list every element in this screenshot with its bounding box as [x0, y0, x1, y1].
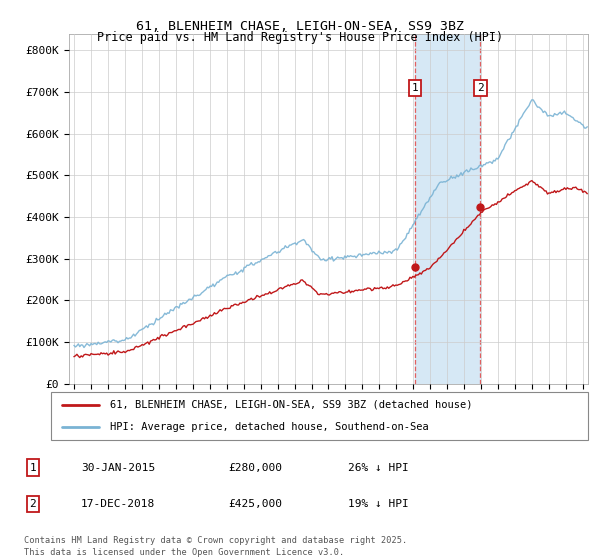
- Text: 2: 2: [29, 499, 37, 509]
- Text: Price paid vs. HM Land Registry's House Price Index (HPI): Price paid vs. HM Land Registry's House …: [97, 31, 503, 44]
- Text: 1: 1: [411, 83, 418, 93]
- Text: HPI: Average price, detached house, Southend-on-Sea: HPI: Average price, detached house, Sout…: [110, 422, 429, 432]
- Text: 17-DEC-2018: 17-DEC-2018: [81, 499, 155, 509]
- Text: 26% ↓ HPI: 26% ↓ HPI: [348, 463, 409, 473]
- Text: £280,000: £280,000: [228, 463, 282, 473]
- Text: 2: 2: [477, 83, 484, 93]
- Bar: [415, 34, 481, 384]
- Text: 61, BLENHEIM CHASE, LEIGH-ON-SEA, SS9 3BZ: 61, BLENHEIM CHASE, LEIGH-ON-SEA, SS9 3B…: [136, 20, 464, 32]
- Text: 30-JAN-2015: 30-JAN-2015: [81, 463, 155, 473]
- Text: Contains HM Land Registry data © Crown copyright and database right 2025.
This d: Contains HM Land Registry data © Crown c…: [24, 536, 407, 557]
- Text: 61, BLENHEIM CHASE, LEIGH-ON-SEA, SS9 3BZ (detached house): 61, BLENHEIM CHASE, LEIGH-ON-SEA, SS9 3B…: [110, 400, 473, 410]
- Text: 19% ↓ HPI: 19% ↓ HPI: [348, 499, 409, 509]
- Text: £425,000: £425,000: [228, 499, 282, 509]
- FancyBboxPatch shape: [51, 392, 588, 440]
- Text: 1: 1: [29, 463, 37, 473]
